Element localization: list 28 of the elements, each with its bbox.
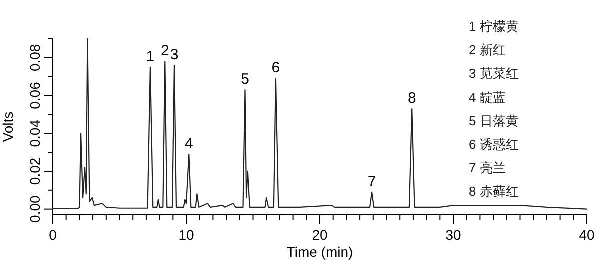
x-tick-label: 30 — [446, 227, 462, 243]
annotation: 7 — [368, 173, 376, 190]
annotation: 6 — [272, 60, 280, 77]
annotation: 8 赤藓红 — [469, 184, 519, 200]
y-tick-label: 0.06 — [27, 82, 43, 110]
y-tick-label: 0.04 — [27, 120, 43, 148]
annotation: 3 — [170, 46, 179, 64]
annotation: 1 — [146, 48, 155, 66]
annotation: 8 — [408, 90, 416, 108]
annotation: 4 靛蓝 — [469, 90, 506, 105]
annotation: 7 亮兰 — [469, 160, 506, 176]
x-tick-label: 20 — [312, 227, 328, 243]
x-tick-label: 0 — [49, 227, 58, 243]
annotation: 2 — [160, 42, 170, 60]
y-tick-label: 0.00 — [27, 195, 43, 223]
annotation: 2 新红 — [469, 42, 506, 58]
annotation: 4 — [185, 135, 194, 152]
annotation: 5 — [241, 71, 250, 88]
annotation: 6 诱惑红 — [469, 137, 519, 152]
annotation: 3 苋菜红 — [469, 66, 519, 82]
y-tick-label: 0.02 — [27, 158, 43, 186]
annotation: 5 日落黄 — [469, 113, 519, 128]
text: 1 柠檬黄 — [469, 19, 519, 34]
y-axis-title: Volts — [0, 112, 16, 142]
y-tick-label: 0.08 — [27, 44, 43, 72]
x-tick-label: 40 — [579, 227, 595, 243]
x-tick-label: 10 — [178, 227, 194, 243]
x-axis-title: Time (min) — [286, 244, 354, 260]
